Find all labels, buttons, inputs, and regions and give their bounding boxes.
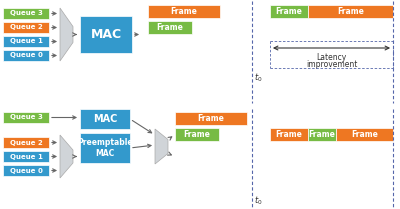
Text: Frame: Frame [351,130,378,139]
Bar [3,36,49,47]
Bar [3,165,49,176]
Bar [3,151,49,162]
Text: Preemptable
MAC: Preemptable MAC [77,138,133,158]
Text: Queue 1: Queue 1 [10,153,42,159]
Bar [336,128,393,141]
Text: Queue 1: Queue 1 [10,38,42,45]
Bar [270,5,308,18]
Text: Frame: Frame [276,7,302,16]
Text: Frame: Frame [198,114,224,123]
Text: Frame: Frame [156,23,184,32]
Bar [148,21,192,34]
Text: improvement: improvement [306,60,357,69]
Polygon shape [60,135,73,178]
Bar [3,22,49,33]
Bar [3,8,49,19]
Bar [270,128,308,141]
Text: MAC: MAC [90,28,122,41]
Polygon shape [155,129,168,164]
Text: $t_0$: $t_0$ [254,195,262,207]
Bar [308,128,336,141]
Bar [175,128,219,141]
Text: Queue 2: Queue 2 [10,24,42,31]
Text: Queue 0: Queue 0 [10,52,42,59]
Text: Frame: Frame [184,130,210,139]
Text: Queue 3: Queue 3 [10,115,42,121]
Text: Frame: Frame [276,130,302,139]
Bar [148,5,220,18]
Bar [3,50,49,61]
Bar [175,112,247,125]
Text: Queue 3: Queue 3 [10,10,42,17]
Text: Queue 2: Queue 2 [10,139,42,145]
Bar [3,137,49,148]
Text: Queue 0: Queue 0 [10,167,42,173]
Bar [80,133,130,163]
Text: Latency: Latency [316,53,347,62]
Text: Frame: Frame [308,130,336,139]
Bar [3,112,49,123]
Bar [80,109,130,129]
Text: Frame: Frame [337,7,364,16]
Text: Frame: Frame [170,7,198,16]
Polygon shape [60,8,73,61]
Text: MAC: MAC [93,114,117,124]
Bar [308,5,393,18]
Text: $t_0$: $t_0$ [254,72,262,84]
Bar [80,16,132,53]
